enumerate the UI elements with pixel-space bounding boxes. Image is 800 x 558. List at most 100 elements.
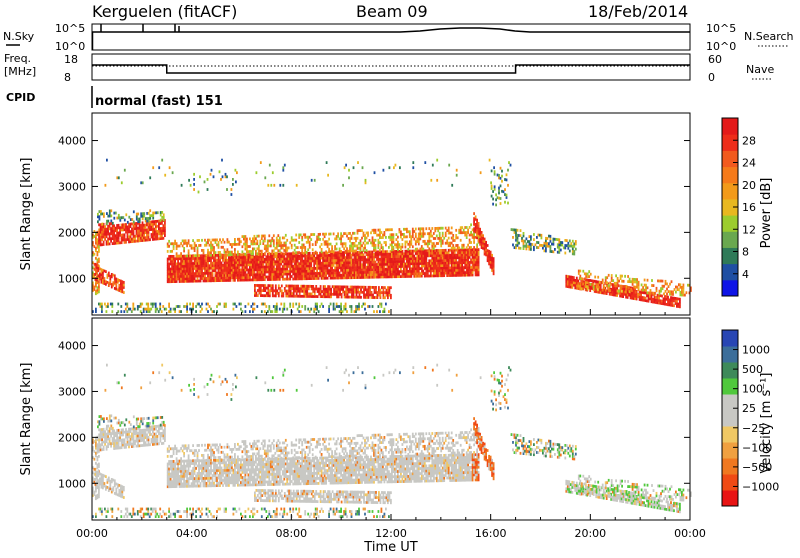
power-cell (310, 265, 312, 268)
power-cell (242, 250, 244, 253)
power-cell (143, 215, 145, 218)
power-cell (313, 254, 315, 257)
power-cell (216, 305, 218, 308)
power-cell (209, 305, 211, 308)
power-cell (364, 256, 366, 259)
power-cell (354, 232, 356, 235)
power-cell (267, 287, 269, 290)
power-cell (289, 303, 291, 306)
power-cell (298, 305, 300, 308)
power-cell (279, 287, 281, 290)
power-cell (222, 238, 224, 241)
power-cell (316, 241, 318, 244)
power-cell (258, 252, 260, 255)
power-cell (132, 303, 134, 306)
power-cell (385, 241, 387, 244)
power-cell (545, 240, 547, 243)
power-cell (385, 244, 387, 247)
power-cell (206, 254, 208, 257)
power-cell (270, 184, 272, 187)
power-cell (536, 236, 538, 239)
power-cell (111, 310, 113, 313)
power-cell (219, 259, 221, 262)
power-cell (385, 303, 387, 306)
power-cell (101, 238, 103, 241)
power-cell (584, 278, 586, 281)
power-cell (407, 248, 409, 251)
power-cell (109, 235, 111, 238)
power-cell (104, 277, 106, 280)
power-cell (273, 234, 275, 237)
power-cell (209, 239, 211, 242)
power-cell (97, 233, 99, 236)
power-cell (476, 219, 478, 222)
power-cell (157, 211, 159, 214)
power-cell (587, 273, 589, 276)
power-cell (357, 288, 359, 291)
power-cell (393, 233, 395, 236)
power-cell (319, 259, 321, 262)
power-cell (212, 274, 214, 277)
power-cell (130, 235, 132, 238)
power-cell (442, 232, 444, 235)
power-cell (269, 294, 271, 297)
power-cell (172, 171, 174, 174)
power-cell (245, 271, 247, 274)
power-cell (347, 286, 349, 289)
power-cell (550, 235, 552, 238)
power-cell (119, 231, 121, 234)
power-cell (228, 241, 230, 244)
power-cell (254, 289, 256, 292)
power-cell (193, 178, 195, 181)
power-cell (330, 233, 332, 236)
power-cell (313, 310, 315, 313)
power-cell (381, 303, 383, 306)
power-cell (564, 252, 566, 255)
power-cell (256, 292, 258, 295)
power-cell (207, 178, 209, 181)
power-cell (264, 176, 266, 179)
power-cell (498, 192, 500, 195)
power-cell (301, 305, 303, 308)
power-cell (98, 258, 100, 261)
power-cell (533, 238, 535, 241)
power-cell (629, 278, 631, 281)
power-cell (236, 171, 238, 174)
power-cell (491, 195, 493, 198)
power-cell (129, 308, 131, 311)
power-cell (478, 253, 480, 256)
power-cell (340, 232, 342, 235)
power-cell (494, 188, 496, 191)
power-cell (207, 249, 209, 252)
power-cell (152, 166, 154, 169)
power-cell (575, 243, 577, 246)
power-cell (321, 243, 323, 246)
power-cell (169, 166, 171, 169)
power-cell (264, 237, 266, 240)
power-cell (439, 234, 441, 237)
power-cell (478, 256, 480, 259)
power-cell (221, 262, 223, 265)
power-cell (125, 241, 127, 244)
power-cell (209, 269, 211, 272)
power-cell (376, 310, 378, 313)
power-cell (382, 236, 384, 239)
power-cell (219, 238, 221, 241)
power-cell (418, 240, 420, 243)
power-cell (500, 202, 502, 205)
power-cell (579, 275, 581, 278)
power-cell (282, 275, 284, 278)
power-cell (579, 282, 581, 285)
power-cell (106, 310, 108, 313)
power-cell (490, 251, 492, 254)
power-cell (309, 252, 311, 255)
power-cell (140, 305, 142, 308)
power-cell (383, 294, 385, 297)
power-cell (294, 244, 296, 247)
power-cell (199, 175, 201, 178)
power-cell (608, 274, 610, 277)
power-cell (286, 239, 288, 242)
power-cell (275, 284, 277, 287)
power-cell (372, 305, 374, 308)
power-cell (104, 303, 106, 306)
